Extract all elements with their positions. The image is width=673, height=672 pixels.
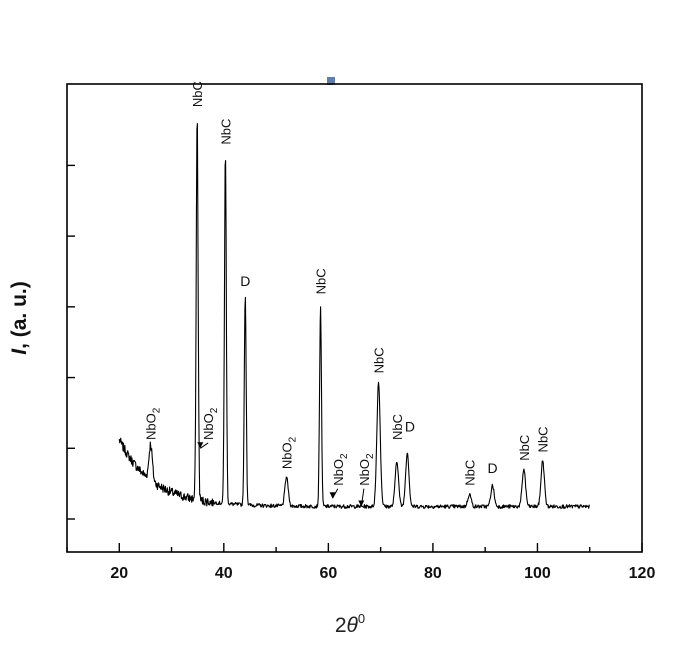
- x-tick-label: 60: [319, 565, 337, 582]
- x-axis-label: 2θ0: [335, 611, 365, 637]
- peak-label-d: D: [240, 273, 250, 289]
- peak-label-nbc: NbC: [463, 460, 478, 486]
- y-axis-label: I, (a. u.): [8, 281, 31, 355]
- annotation-arrow: [332, 488, 339, 499]
- peak-label-nbc: NbC: [190, 81, 205, 107]
- plot-frame: [66, 83, 643, 553]
- y-axis-ticks: [67, 164, 75, 520]
- peak-label-d: D: [405, 419, 415, 435]
- x-tick-label: 80: [424, 565, 442, 582]
- peak-label-d: D: [487, 460, 497, 476]
- peak-label-nbc: NbC: [218, 119, 233, 145]
- x-axis-tick-labels: 20 40 60 80 100 120: [110, 565, 655, 582]
- resize-handle[interactable]: [327, 77, 335, 85]
- peak-label-nbc: NbC: [390, 414, 405, 440]
- arrow-head: [329, 492, 336, 499]
- peak-label-nbc: NbC: [517, 435, 532, 461]
- peak-label-nbo2: NbO2: [357, 453, 376, 486]
- peak-label-nbo2: NbO2: [201, 407, 220, 440]
- x-tick-label: 100: [524, 565, 551, 582]
- x-tick-label: 20: [110, 565, 128, 582]
- peak-label-nbc: NbC: [536, 426, 551, 452]
- peak-label-nbo2: NbO2: [331, 453, 350, 486]
- peak-label-nbc: NbC: [314, 268, 329, 294]
- x-tick-label: 120: [629, 565, 656, 582]
- diffraction-trace: [118, 122, 590, 509]
- peak-label-nbo2: NbO2: [280, 436, 299, 469]
- x-axis-ticks: [66, 543, 643, 552]
- x-tick-label: 40: [215, 565, 233, 582]
- arrow-head: [197, 442, 204, 449]
- arrow-head: [358, 500, 365, 507]
- peak-label-nbo2: NbO2: [144, 407, 163, 440]
- annotation-arrow: [200, 442, 209, 449]
- peak-label-nbc: NbC: [372, 347, 387, 373]
